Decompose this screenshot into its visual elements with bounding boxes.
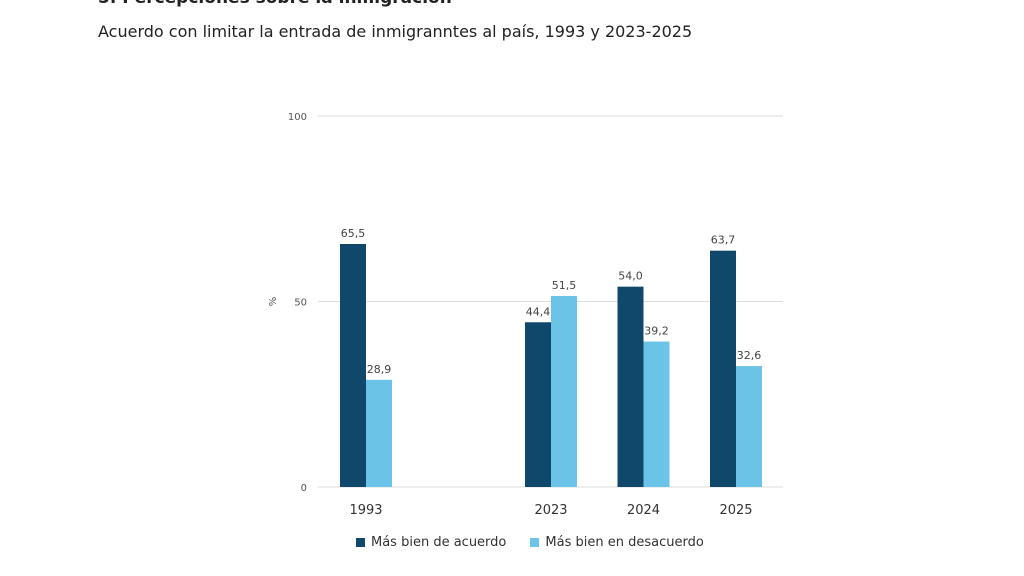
data-label: 28,9 [367, 363, 392, 376]
bar-2023-acuerdo [525, 322, 551, 487]
bar-2024-acuerdo [617, 286, 644, 487]
x-tick-label: 2025 [719, 503, 752, 518]
data-label: 54,0 [618, 270, 643, 283]
data-label: 32,6 [737, 349, 762, 362]
legend-swatch-acuerdo [356, 538, 365, 547]
legend-swatch-desacuerdo [530, 538, 540, 547]
legend-item-acuerdo: Más bien de acuerdo [356, 535, 506, 550]
bar-2023-desacuerdo [551, 295, 577, 487]
data-label: 65,5 [341, 227, 366, 240]
y-axis-label: % [268, 297, 279, 307]
y-tick-label: 100 [288, 112, 307, 123]
x-tick-label: 2024 [627, 503, 660, 518]
bar-2025-acuerdo [710, 250, 736, 487]
legend: Más bien de acuerdo Más bien en desacuer… [356, 535, 704, 550]
bar-1993-acuerdo [340, 243, 366, 487]
data-label: 63,7 [711, 234, 736, 247]
x-tick-label: 2023 [534, 503, 567, 518]
bar-2024-desacuerdo [643, 341, 670, 487]
y-tick-label: 50 [294, 298, 307, 309]
legend-label-acuerdo: Más bien de acuerdo [371, 535, 507, 550]
bar-2025-desacuerdo [736, 366, 762, 487]
y-tick-label: 0 [301, 483, 307, 494]
bar-1993-desacuerdo [366, 379, 392, 487]
legend-item-desacuerdo: Más bien en desacuerdo [530, 535, 704, 550]
chart-title: 5. Percepciones sobre la inmigración [98, 0, 452, 8]
data-label: 51,5 [552, 279, 577, 292]
chart-subtitle: Acuerdo con limitar la entrada de inmigr… [98, 22, 693, 41]
data-label: 44,4 [526, 305, 551, 318]
legend-label-desacuerdo: Más bien en desacuerdo [545, 535, 704, 550]
x-tick-label: 1993 [349, 503, 382, 518]
data-label: 39,2 [644, 325, 669, 338]
